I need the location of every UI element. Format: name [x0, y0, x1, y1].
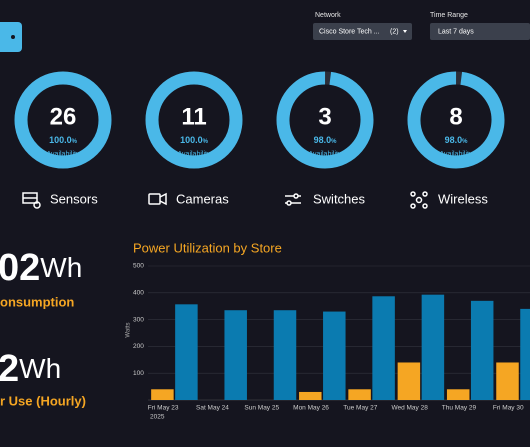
availability-number: 100.0	[49, 135, 72, 145]
availability-unit: %	[203, 139, 209, 145]
availability-unit: %	[462, 139, 468, 145]
stat-unit: Wh	[19, 353, 61, 384]
y-tick-label: 500	[133, 263, 144, 270]
bar	[323, 311, 346, 400]
stat-number: 02	[0, 247, 40, 289]
availability-caption: Availability	[440, 151, 473, 158]
switch-icon	[285, 193, 301, 206]
x-tick-label: Tue May 27	[343, 405, 377, 412]
menu-button[interactable]	[0, 22, 22, 52]
bar	[470, 300, 494, 400]
stat-value: 2Wh	[0, 348, 61, 390]
stat-label: r Use (Hourly)	[0, 393, 86, 408]
sensor-icon	[22, 192, 41, 209]
x-tick-label: Thu May 29	[442, 405, 477, 412]
bar	[151, 389, 174, 400]
availability-caption: Availability	[309, 151, 342, 158]
availability-caption: Availability	[178, 151, 211, 158]
x-tick-label: Sat May 24	[196, 405, 229, 412]
bar	[224, 310, 247, 400]
x-tick-label: Wed May 28	[391, 405, 428, 412]
chart-title: Power Utilization by Store	[133, 240, 282, 255]
device-count: 3	[318, 103, 331, 130]
availability-number: 98.0	[314, 135, 332, 145]
device-name: Switches	[313, 191, 366, 206]
y-tick-label: 400	[133, 290, 144, 297]
availability-caption: Availability	[47, 151, 80, 158]
y-tick-label: 100	[133, 370, 144, 377]
bar	[421, 294, 445, 400]
availability-unit: %	[72, 139, 78, 145]
stat-unit: Wh	[40, 252, 82, 283]
stat-value: 02Wh	[0, 247, 82, 289]
bar	[446, 389, 470, 400]
x-tick-label: Fri May 30	[493, 405, 524, 412]
menu-dot	[11, 35, 15, 39]
dropdown-value: Cisco Store Tech ...	[319, 28, 380, 35]
device-count: 11	[181, 103, 206, 130]
availability-value: 100.0%	[49, 135, 78, 145]
time-dropdown[interactable]	[430, 23, 530, 40]
bar	[273, 310, 297, 400]
bar	[496, 362, 519, 400]
wireless-icon	[410, 191, 428, 209]
availability-value: 100.0%	[180, 135, 209, 145]
y-tick-label: 200	[133, 343, 144, 350]
availability-ring	[276, 71, 374, 169]
device-name: Wireless	[438, 191, 488, 206]
stat-label: onsumption	[0, 294, 74, 309]
x-tick-label: Fri May 23	[148, 405, 179, 412]
device-name: Sensors	[50, 191, 98, 206]
availability-unit: %	[331, 139, 337, 145]
availability-ring	[14, 71, 112, 169]
availability-value: 98.0%	[314, 135, 338, 145]
availability-value: 98.0%	[445, 135, 469, 145]
availability-ring	[407, 71, 505, 169]
availability-number: 98.0	[445, 135, 463, 145]
caret	[403, 30, 407, 33]
camera-icon	[148, 192, 167, 206]
x-tick-label: Sun May 25	[244, 405, 279, 412]
stat-number: 2	[0, 348, 19, 390]
bar	[175, 304, 198, 400]
dropdown-value: Last 7 days	[438, 28, 474, 35]
availability-number: 100.0	[180, 135, 203, 145]
bar	[348, 389, 371, 400]
device-count: 26	[50, 103, 77, 130]
x-tick-sublabel: 2025	[150, 414, 165, 421]
device-count: 8	[449, 103, 462, 130]
filter-label: Time Range	[430, 12, 468, 19]
device-name: Cameras	[176, 191, 229, 206]
filter-label: Network	[315, 12, 341, 19]
y-axis-label: Watts	[126, 322, 132, 337]
dropdown-count: (2)	[390, 28, 399, 35]
bar	[520, 308, 530, 400]
bar	[299, 391, 322, 400]
bar	[372, 296, 395, 400]
x-tick-label: Mon May 26	[293, 405, 329, 412]
y-tick-label: 300	[133, 316, 144, 323]
bar	[397, 362, 421, 400]
availability-ring	[145, 71, 243, 169]
network-dropdown[interactable]	[313, 23, 412, 40]
